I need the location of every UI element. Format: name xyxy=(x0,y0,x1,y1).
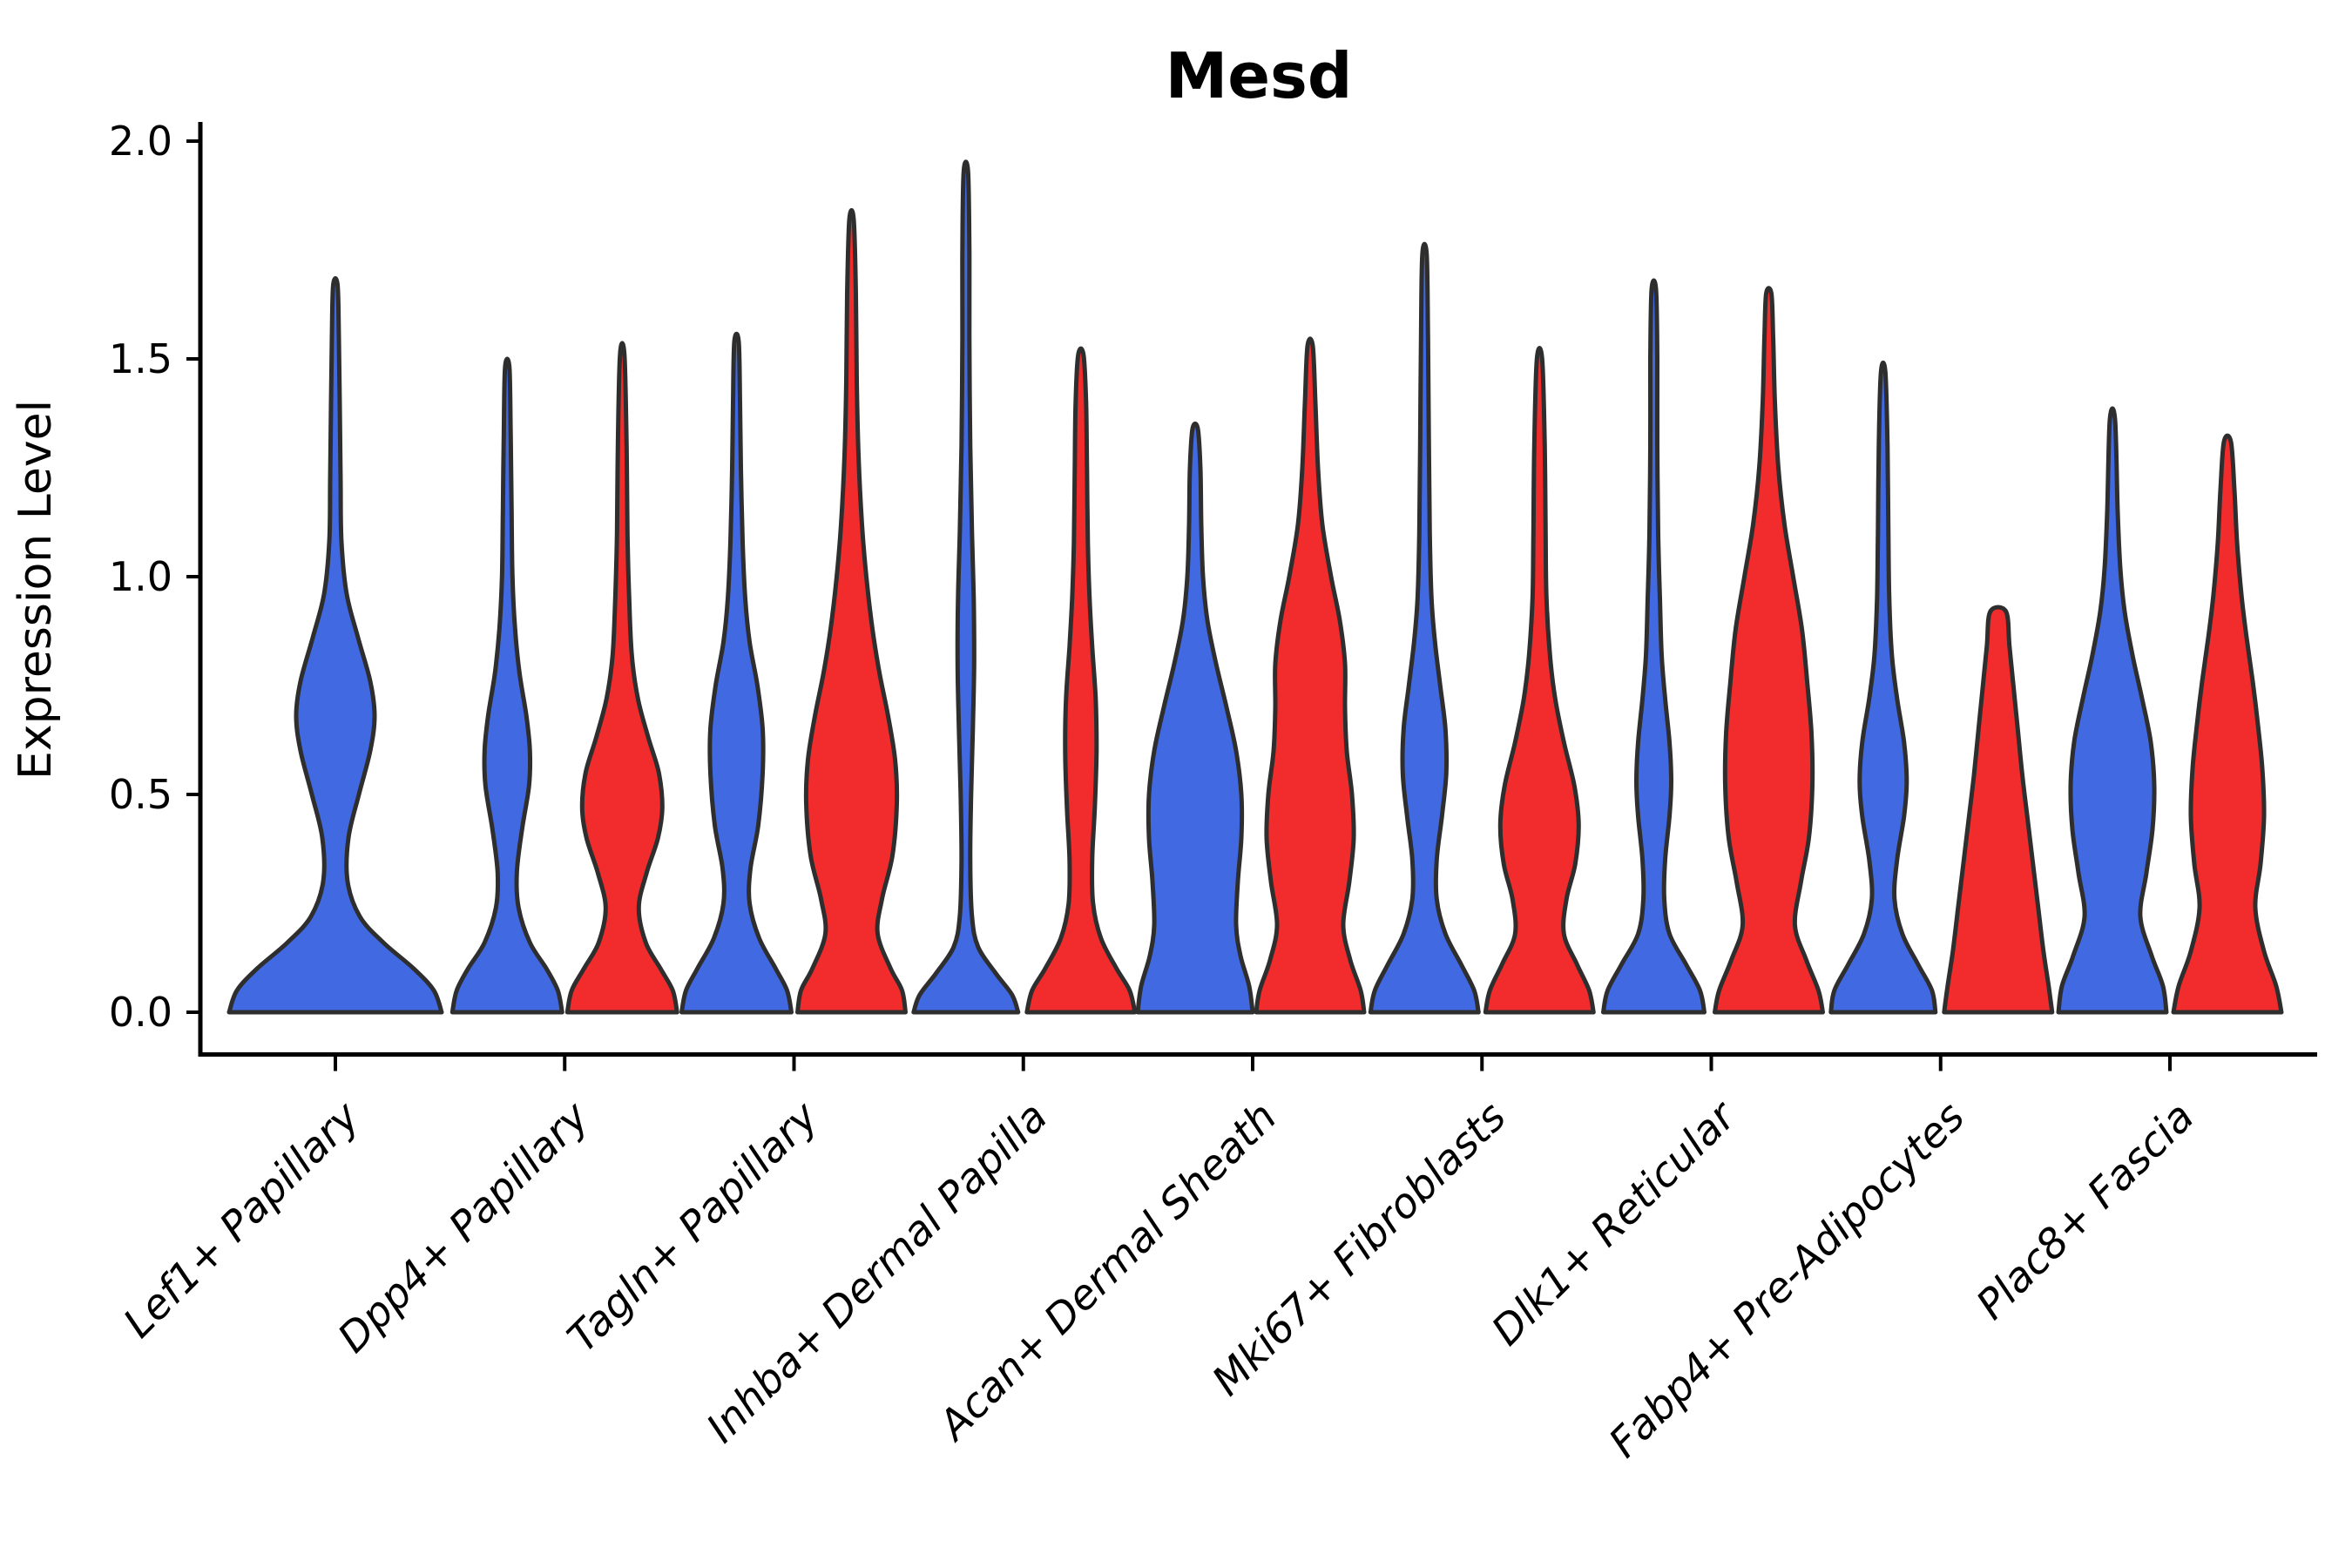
x-tick-label-dlk1: Dlk1+ Reticular xyxy=(1483,1092,1747,1355)
y-tick-label: 0.5 xyxy=(109,771,172,818)
violin-lef1-blue xyxy=(226,276,444,1015)
x-tick-label-plac8: Plac8+ Fascia xyxy=(1967,1093,2203,1329)
y-tick-label: 1.0 xyxy=(109,553,172,600)
violin-acan-red xyxy=(1254,336,1367,1015)
axes-layer xyxy=(186,122,2317,1071)
y-axis-label: Expression Level xyxy=(10,400,62,780)
x-tick-label-dpp4: Dpp4+ Papillary xyxy=(329,1092,599,1362)
y-tick-label: 2.0 xyxy=(109,118,172,165)
violin-dlk1-red xyxy=(1713,286,1825,1015)
violin-plac8-blue xyxy=(2056,406,2169,1015)
violin-tagln-red xyxy=(795,207,908,1015)
violin-dpp4-red xyxy=(564,341,679,1015)
violin-mki67-blue xyxy=(1368,241,1481,1015)
violin-fabp4-red xyxy=(1942,605,2055,1015)
violin-tagln-blue xyxy=(679,331,794,1015)
violin-inhba-blue xyxy=(911,159,1021,1015)
violin-acan-blue xyxy=(1135,421,1255,1015)
x-tick-label-lef1: Lef1+ Papillary xyxy=(114,1092,369,1348)
y-tick-label: 0.0 xyxy=(109,989,172,1036)
violins-layer xyxy=(226,159,2284,1015)
chart-title: Mesd xyxy=(1166,39,1353,112)
y-tick-label: 1.5 xyxy=(109,335,172,382)
violin-dlk1-blue xyxy=(1601,278,1707,1015)
violin-plac8-red xyxy=(2171,433,2284,1015)
x-tick-label-tagln: Tagln+ Papillary xyxy=(558,1092,828,1362)
violin-fabp4-blue xyxy=(1828,360,1938,1015)
violin-mki67-red xyxy=(1483,345,1596,1015)
violin-inhba-red xyxy=(1024,346,1138,1015)
violin-dpp4-blue xyxy=(449,356,564,1015)
